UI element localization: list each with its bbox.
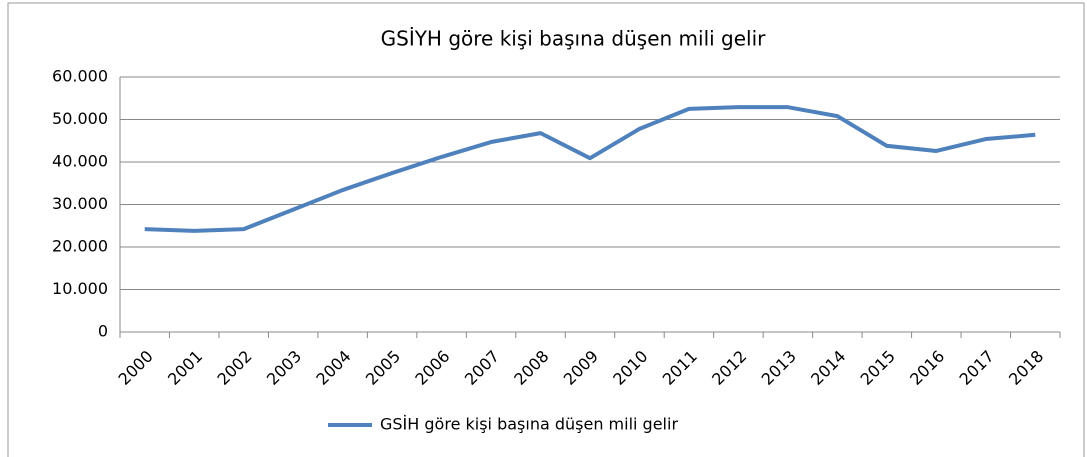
legend-label: GSİH göre kişi başına düşen mili gelir — [380, 415, 678, 434]
chart-title: GSİYH göre kişi başına düşen mili gelir — [381, 27, 767, 51]
y-tick-label: 40.000 — [52, 152, 108, 171]
y-tick-label: 0 — [98, 322, 108, 341]
y-tick-label: 50.000 — [52, 109, 108, 128]
y-tick-label: 30.000 — [52, 194, 108, 213]
line-series — [144, 105, 1036, 233]
y-tick-label: 20.000 — [52, 237, 108, 256]
y-tick-label: 10.000 — [52, 279, 108, 298]
y-tick-label: 60.000 — [52, 67, 108, 86]
